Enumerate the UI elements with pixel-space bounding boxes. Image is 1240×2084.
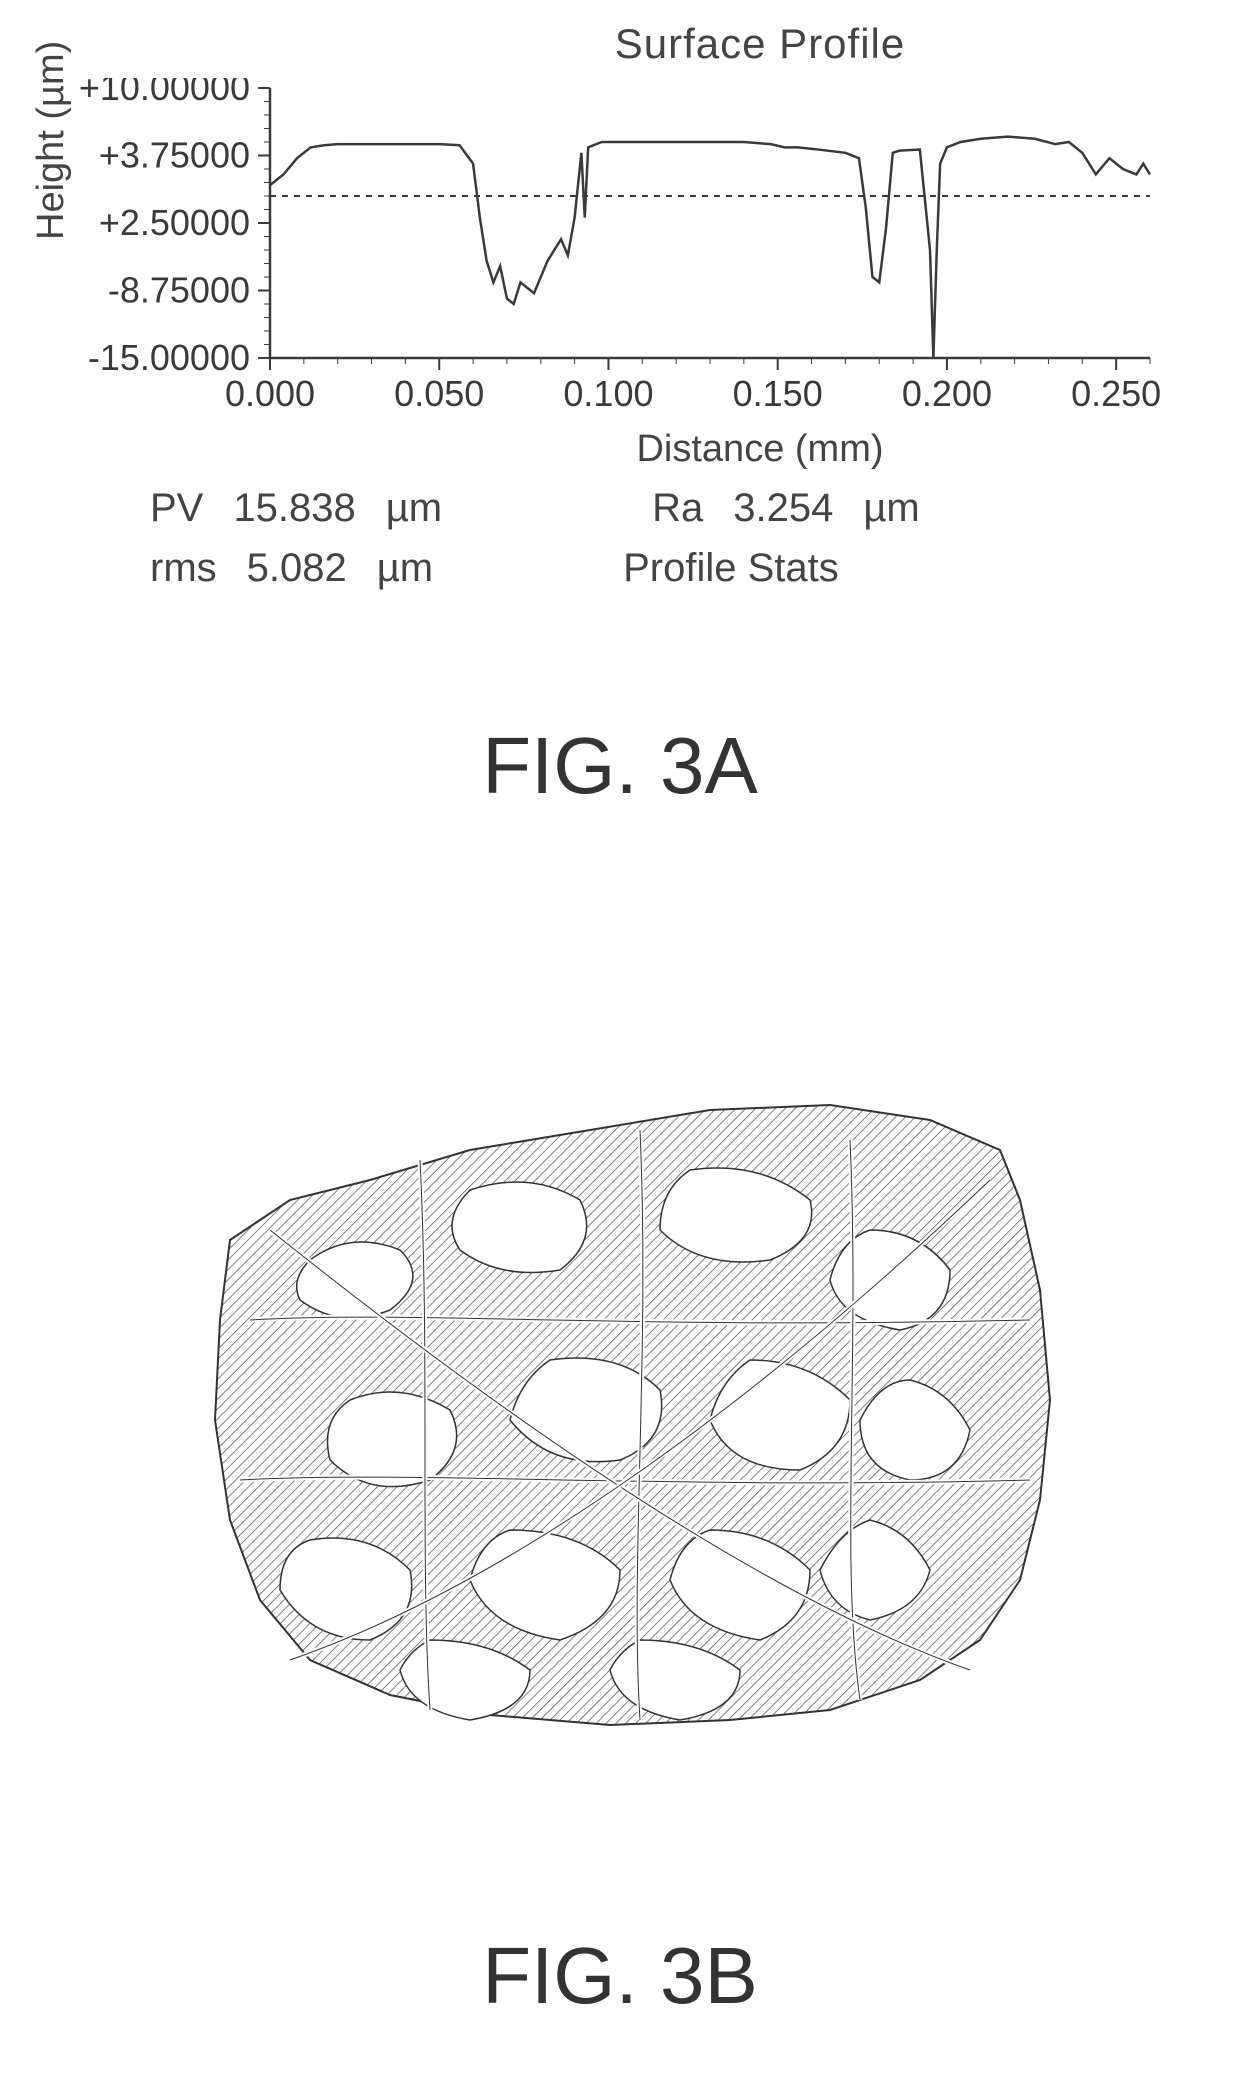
profile-plot-svg: +10.00000 +3.75000 +2.50000 -8.75000 -15.000… [70, 78, 1170, 428]
svg-text:0.100: 0.100 [563, 373, 653, 414]
page: Surface Profile +10.00000 +3.75000 +2.5000… [0, 0, 1240, 2084]
ra-value: 3.254 [733, 486, 833, 531]
rms-unit: µm [377, 546, 433, 591]
surface-svg [170, 1060, 1070, 1760]
pv-label: PV [150, 486, 203, 531]
y-axis-label: Height (µm) [30, 41, 73, 240]
svg-text:0.250: 0.250 [1071, 373, 1161, 414]
svg-text:0.000: 0.000 [225, 373, 315, 414]
svg-text:0.200: 0.200 [902, 373, 992, 414]
pv-unit: µm [386, 486, 442, 531]
surface-topography-image [170, 1060, 1070, 1760]
svg-text:-15.00000: -15.00000 [88, 337, 250, 378]
stats-row-2: rms 5.082 µm Profile Stats [150, 546, 1170, 591]
ra-label: Ra [652, 486, 703, 531]
figure-label-3a: FIG. 3A [0, 720, 1240, 812]
profile-stats-label: Profile Stats [623, 546, 839, 591]
pv-value: 15.838 [233, 486, 355, 531]
svg-text:+2.50000: +2.50000 [99, 202, 250, 243]
x-axis-label: Distance (mm) [350, 428, 1170, 471]
svg-text:0.050: 0.050 [394, 373, 484, 414]
svg-text:0.150: 0.150 [733, 373, 823, 414]
rms-label: rms [150, 546, 217, 591]
rms-value: 5.082 [247, 546, 347, 591]
svg-text:-8.75000: -8.75000 [108, 270, 250, 311]
svg-text:+3.75000: +3.75000 [99, 135, 250, 176]
ra-unit: µm [863, 486, 919, 531]
stats-row-1: PV 15.838 µm Ra 3.254 µm [150, 486, 1170, 531]
svg-text:+10.00000: +10.00000 [79, 78, 250, 108]
chart-title: Surface Profile [350, 20, 1170, 68]
figure-label-3b: FIG. 3B [0, 1930, 1240, 2022]
surface-profile-chart: Surface Profile +10.00000 +3.75000 +2.5000… [70, 20, 1170, 591]
